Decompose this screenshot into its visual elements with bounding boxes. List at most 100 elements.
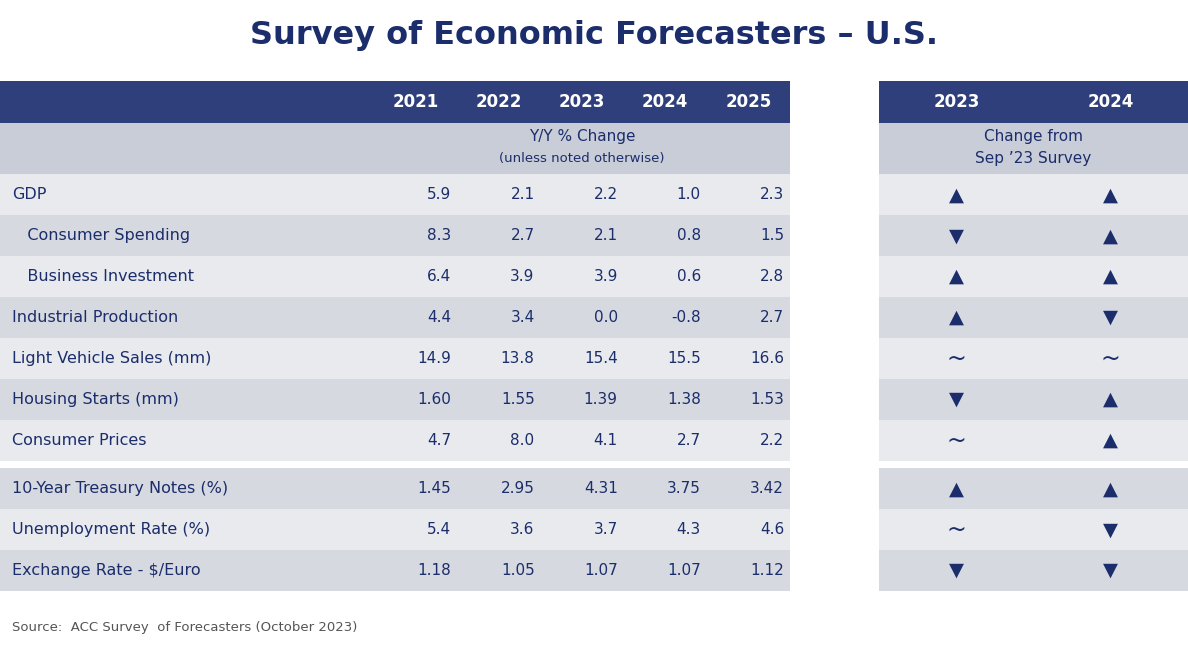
Text: ▲: ▲ xyxy=(1104,431,1118,450)
Text: Business Investment: Business Investment xyxy=(12,269,194,284)
FancyBboxPatch shape xyxy=(0,338,790,379)
FancyBboxPatch shape xyxy=(879,338,1188,379)
Text: 6.4: 6.4 xyxy=(428,269,451,284)
Text: 1.39: 1.39 xyxy=(583,392,618,407)
FancyBboxPatch shape xyxy=(879,550,1188,591)
FancyBboxPatch shape xyxy=(0,461,1188,468)
Text: 2021: 2021 xyxy=(393,93,438,110)
FancyBboxPatch shape xyxy=(0,509,790,550)
FancyBboxPatch shape xyxy=(0,81,790,123)
Text: -0.8: -0.8 xyxy=(671,310,701,325)
Text: 2.8: 2.8 xyxy=(760,269,784,284)
Text: 4.3: 4.3 xyxy=(677,522,701,537)
Text: 0.8: 0.8 xyxy=(677,228,701,244)
Text: 2.1: 2.1 xyxy=(511,187,535,202)
FancyBboxPatch shape xyxy=(879,297,1188,338)
Text: 1.60: 1.60 xyxy=(417,392,451,407)
Text: 2.3: 2.3 xyxy=(760,187,784,202)
FancyBboxPatch shape xyxy=(790,174,879,215)
Text: 1.5: 1.5 xyxy=(760,228,784,244)
FancyBboxPatch shape xyxy=(0,215,790,256)
Text: 4.1: 4.1 xyxy=(594,433,618,448)
Text: 2.2: 2.2 xyxy=(760,433,784,448)
Text: Change from: Change from xyxy=(984,129,1083,145)
Text: 2.7: 2.7 xyxy=(511,228,535,244)
FancyBboxPatch shape xyxy=(879,509,1188,550)
Text: 3.7: 3.7 xyxy=(594,522,618,537)
Text: 5.9: 5.9 xyxy=(428,187,451,202)
Text: 2022: 2022 xyxy=(475,93,523,110)
FancyBboxPatch shape xyxy=(879,81,1188,123)
Text: 2.2: 2.2 xyxy=(594,187,618,202)
FancyBboxPatch shape xyxy=(0,379,790,420)
Text: 4.7: 4.7 xyxy=(428,433,451,448)
Text: 1.07: 1.07 xyxy=(668,563,701,578)
FancyBboxPatch shape xyxy=(879,256,1188,297)
Text: 3.9: 3.9 xyxy=(510,269,535,284)
Text: 4.4: 4.4 xyxy=(428,310,451,325)
Text: 16.6: 16.6 xyxy=(750,351,784,366)
Text: 2025: 2025 xyxy=(726,93,771,110)
FancyBboxPatch shape xyxy=(790,509,879,550)
Text: 1.53: 1.53 xyxy=(750,392,784,407)
Text: 0.0: 0.0 xyxy=(594,310,618,325)
Text: 13.8: 13.8 xyxy=(500,351,535,366)
Text: Light Vehicle Sales (mm): Light Vehicle Sales (mm) xyxy=(12,351,211,366)
Text: Housing Starts (mm): Housing Starts (mm) xyxy=(12,392,178,407)
FancyBboxPatch shape xyxy=(790,297,879,338)
Text: ▼: ▼ xyxy=(949,226,963,245)
Text: ~: ~ xyxy=(947,428,966,452)
Text: 1.45: 1.45 xyxy=(418,481,451,496)
Text: ▲: ▲ xyxy=(1104,390,1118,409)
FancyBboxPatch shape xyxy=(0,174,790,215)
FancyBboxPatch shape xyxy=(879,468,1188,509)
Text: 4.31: 4.31 xyxy=(583,481,618,496)
Text: 3.6: 3.6 xyxy=(510,522,535,537)
Text: Survey of Economic Forecasters – U.S.: Survey of Economic Forecasters – U.S. xyxy=(249,20,939,51)
Text: ▼: ▼ xyxy=(1104,308,1118,327)
Text: Exchange Rate - $/Euro: Exchange Rate - $/Euro xyxy=(12,563,201,578)
Text: 1.07: 1.07 xyxy=(584,563,618,578)
Text: 2.7: 2.7 xyxy=(677,433,701,448)
Text: 2024: 2024 xyxy=(1087,93,1135,110)
FancyBboxPatch shape xyxy=(790,215,879,256)
Text: 1.55: 1.55 xyxy=(501,392,535,407)
Text: ▲: ▲ xyxy=(1104,226,1118,245)
FancyBboxPatch shape xyxy=(879,379,1188,420)
Text: ▲: ▲ xyxy=(949,267,963,286)
Text: 1.0: 1.0 xyxy=(677,187,701,202)
Text: 8.3: 8.3 xyxy=(428,228,451,244)
Text: ▲: ▲ xyxy=(1104,267,1118,286)
Text: 14.9: 14.9 xyxy=(417,351,451,366)
FancyBboxPatch shape xyxy=(790,468,879,509)
Text: 8.0: 8.0 xyxy=(511,433,535,448)
Text: 2023: 2023 xyxy=(558,93,606,110)
Text: ~: ~ xyxy=(1101,346,1120,370)
FancyBboxPatch shape xyxy=(790,379,879,420)
Text: 10-Year Treasury Notes (%): 10-Year Treasury Notes (%) xyxy=(12,481,228,496)
Text: ▲: ▲ xyxy=(949,185,963,204)
Text: 1.18: 1.18 xyxy=(418,563,451,578)
FancyBboxPatch shape xyxy=(879,215,1188,256)
Text: ▼: ▼ xyxy=(1104,520,1118,539)
Text: ▲: ▲ xyxy=(949,308,963,327)
Text: 3.4: 3.4 xyxy=(511,310,535,325)
Text: ▼: ▼ xyxy=(949,561,963,580)
FancyBboxPatch shape xyxy=(790,550,879,591)
Text: ▼: ▼ xyxy=(949,390,963,409)
Text: 2024: 2024 xyxy=(642,93,689,110)
FancyBboxPatch shape xyxy=(879,420,1188,461)
FancyBboxPatch shape xyxy=(879,123,1188,174)
Text: 2023: 2023 xyxy=(933,93,980,110)
Text: Sep ’23 Survey: Sep ’23 Survey xyxy=(975,151,1092,166)
FancyBboxPatch shape xyxy=(0,468,790,509)
FancyBboxPatch shape xyxy=(879,174,1188,215)
Text: Y/Y % Change: Y/Y % Change xyxy=(529,129,636,145)
Text: ▲: ▲ xyxy=(949,479,963,498)
FancyBboxPatch shape xyxy=(0,256,790,297)
Text: 2.1: 2.1 xyxy=(594,228,618,244)
FancyBboxPatch shape xyxy=(0,550,790,591)
Text: Consumer Spending: Consumer Spending xyxy=(12,228,190,244)
FancyBboxPatch shape xyxy=(0,420,790,461)
Text: 15.5: 15.5 xyxy=(668,351,701,366)
